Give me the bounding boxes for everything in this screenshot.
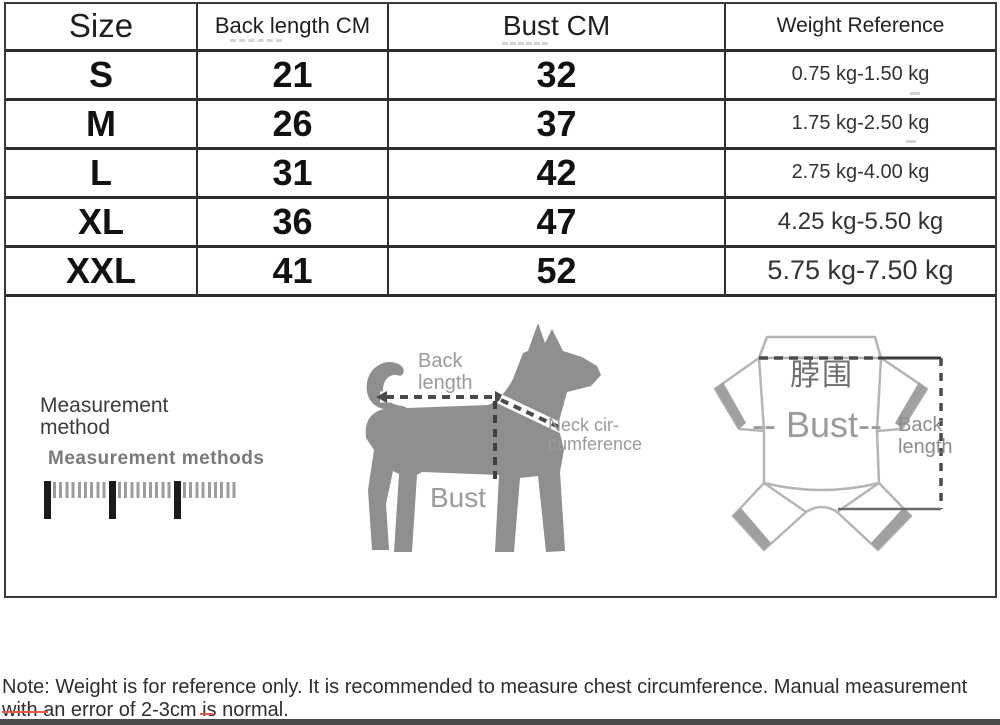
col-header-back-length: Back length CM	[196, 4, 388, 52]
ghost-mark	[910, 92, 920, 95]
bust-cell: 47	[387, 197, 725, 248]
garment-measurement-diagram	[713, 335, 943, 552]
weight-cell: 5.75 kg-7.50 kg	[724, 246, 995, 297]
weight-cell: 2.75 kg-4.00 kg	[724, 148, 995, 199]
back-length-cell: 41	[196, 246, 388, 297]
weight-cell: 0.75 kg-1.50 kg	[724, 50, 995, 101]
dog-neck-label: Neck cir- cumference	[548, 415, 643, 455]
size-chart-table: Size Back length CM Bust CM Weight Refer…	[6, 4, 995, 297]
col-header-bust: Bust CM	[387, 4, 725, 52]
garment-bust-label: -- Bust--	[752, 404, 882, 445]
bust-cell: 37	[387, 99, 725, 150]
header-row: Size Back length CM Bust CM Weight Refer…	[6, 4, 995, 52]
measurement-method-heading: Measurement method	[40, 394, 169, 440]
ruler-segment	[174, 481, 239, 519]
back-length-cell: 36	[196, 197, 388, 248]
bottom-bar	[0, 719, 1000, 725]
dog-measurement-diagram	[365, 323, 601, 552]
table-row-xl: XL 36 47 4.25 kg-5.50 kg	[6, 197, 995, 248]
garment-crotch	[805, 505, 838, 514]
garment-neck-label-cn: 脖围	[790, 359, 854, 392]
col-header-size: Size	[6, 4, 197, 52]
weight-cell: 4.25 kg-5.50 kg	[724, 197, 995, 248]
spellcheck-underline	[200, 713, 213, 715]
neck-circumference-line	[500, 398, 562, 430]
back-length-cell: 21	[196, 50, 388, 101]
cuff-right-leg	[871, 508, 911, 550]
dog-silhouette	[365, 323, 601, 552]
dog-bust-label: Bust	[430, 482, 487, 513]
ruler-segment	[44, 481, 109, 519]
spellcheck-underline	[2, 711, 48, 713]
back-length-cell: 31	[196, 148, 388, 199]
chart-box: Size Back length CM Bust CM Weight Refer…	[4, 2, 997, 598]
table-row-xxl: XXL 41 52 5.75 kg-7.50 kg	[6, 246, 995, 297]
ghost-mark	[906, 140, 916, 143]
measurement-methods-subheading: Measurement methods	[48, 448, 265, 469]
note-text: Note: Weight is for reference only. It i…	[2, 676, 968, 721]
table-row-l: L 31 42 2.75 kg-4.00 kg	[6, 148, 995, 199]
weight-cell: 1.75 kg-2.50 kg	[724, 99, 995, 150]
cuff-left-leg	[733, 508, 771, 550]
cuff-left-sleeve	[715, 382, 746, 429]
size-cell: L	[6, 148, 197, 199]
arrow-right	[495, 391, 506, 403]
ruler-segment	[109, 481, 174, 519]
ruler-graphic	[44, 481, 239, 519]
dog-back-length-label: Back length	[418, 350, 473, 394]
bust-cell: 32	[387, 50, 725, 101]
ghost-mark	[230, 39, 282, 42]
cuff-right-sleeve	[895, 382, 927, 429]
garment-back-length-label: Back length	[898, 414, 953, 458]
garment-body	[762, 430, 881, 492]
size-cell: XXL	[6, 246, 197, 297]
ghost-mark	[502, 42, 548, 45]
size-cell: XL	[6, 197, 197, 248]
table-row-s: S 21 32 0.75 kg-1.50 kg	[6, 50, 995, 101]
bust-cell: 42	[387, 148, 725, 199]
col-header-weight: Weight Reference	[724, 4, 995, 52]
size-cell: S	[6, 50, 197, 101]
arrow-left	[376, 391, 387, 403]
garment-collar	[757, 335, 883, 360]
table-row-m: M 26 37 1.75 kg-2.50 kg	[6, 99, 995, 150]
size-cell: M	[6, 99, 197, 150]
bust-cell: 52	[387, 246, 725, 297]
back-length-cell: 26	[196, 99, 388, 150]
